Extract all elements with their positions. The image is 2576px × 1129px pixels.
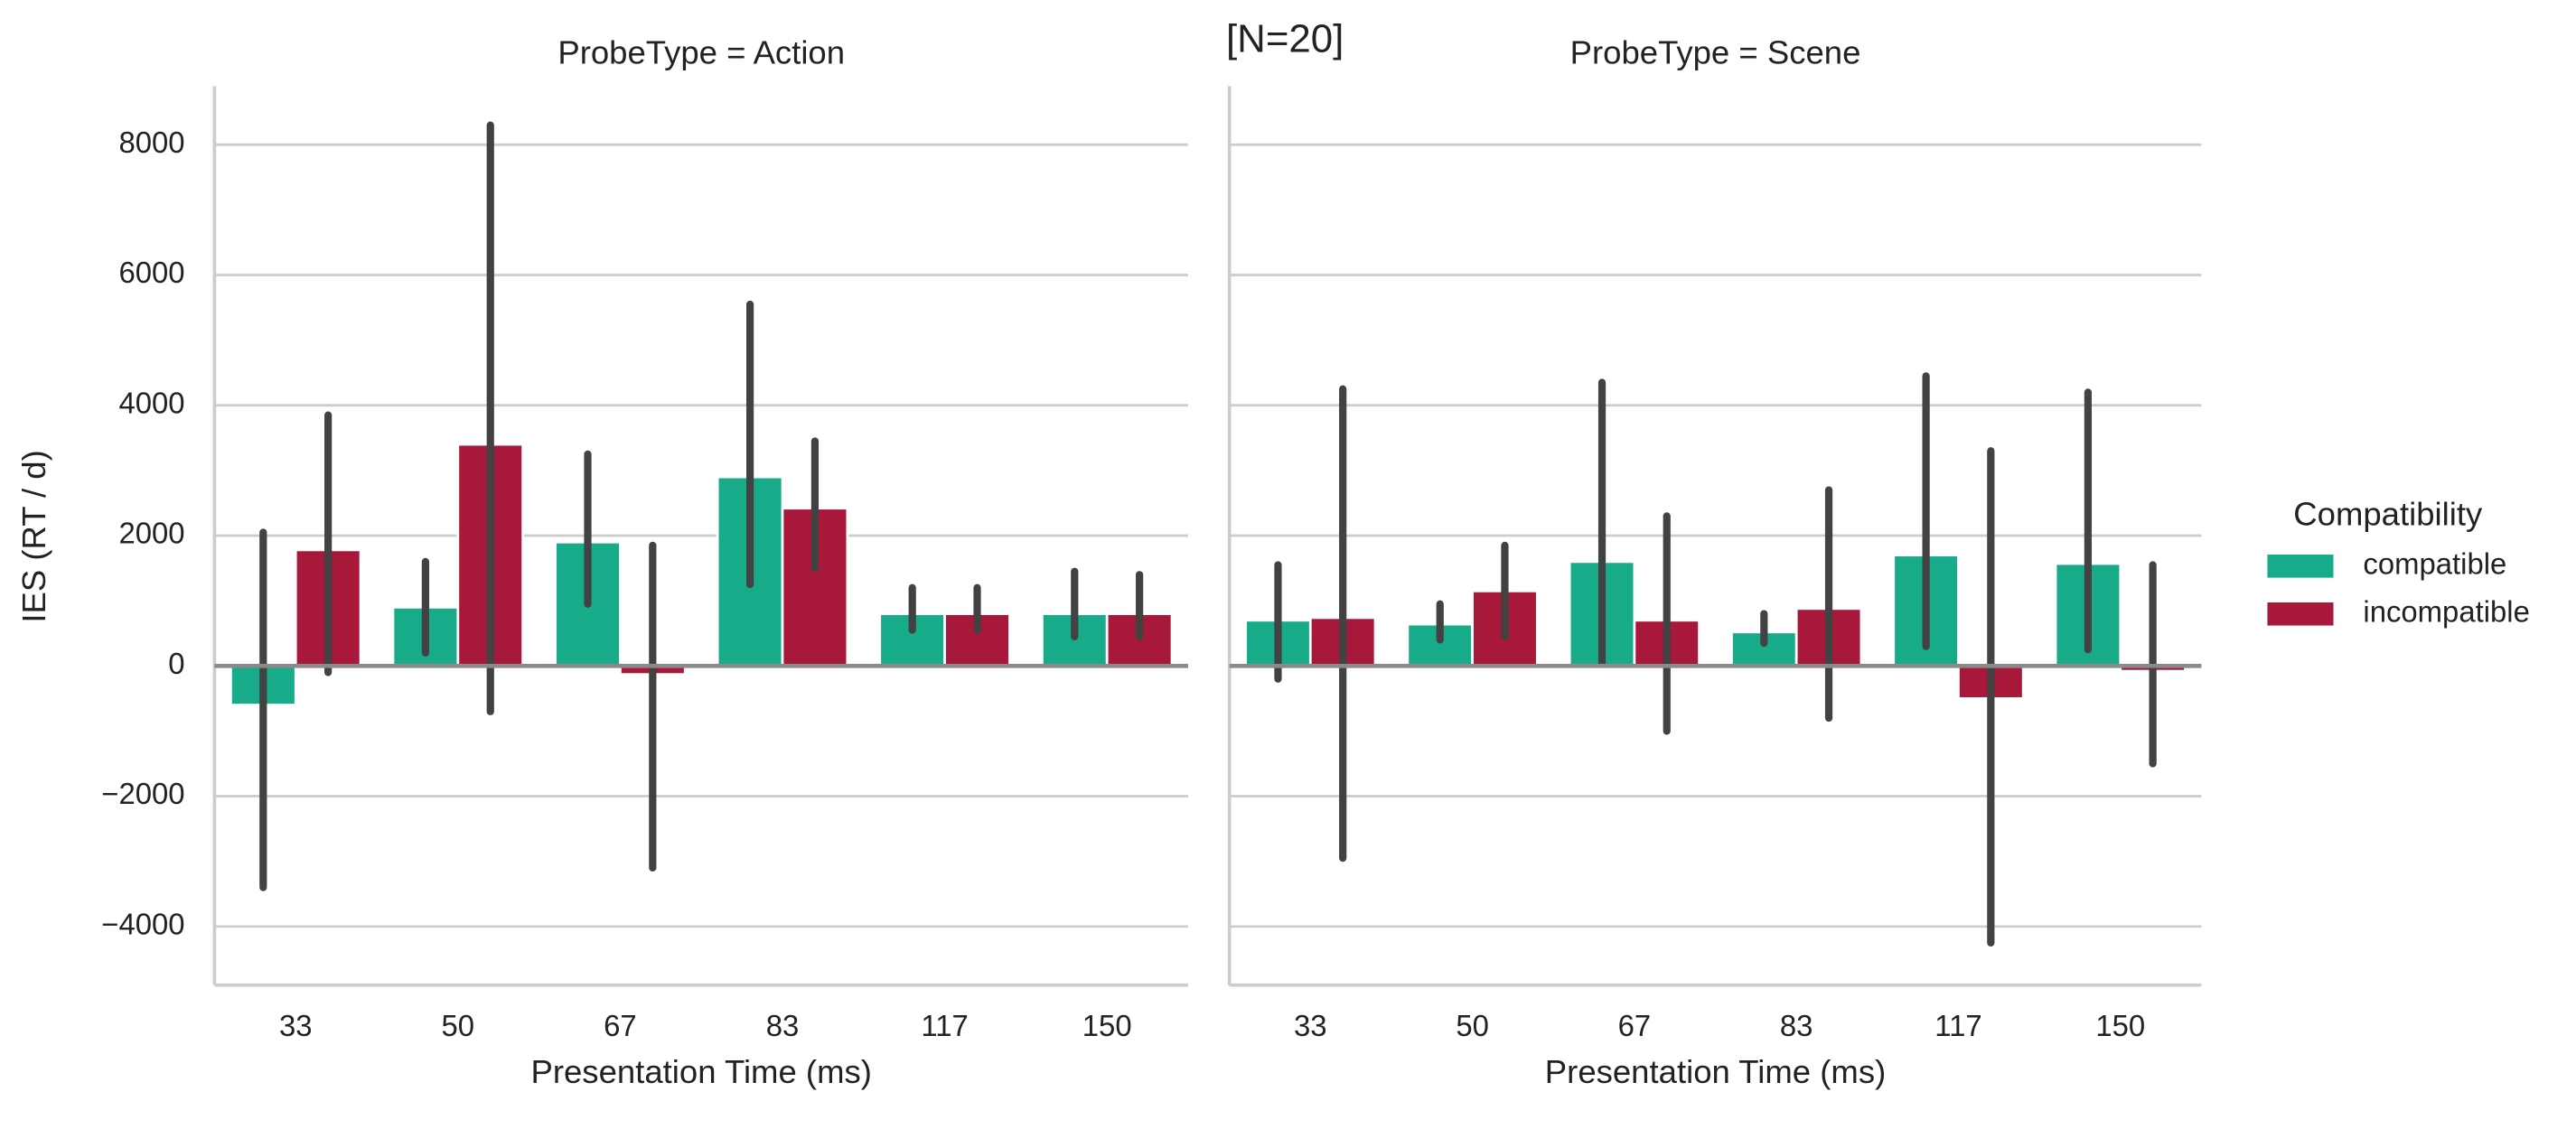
y-tick-label: 4000: [118, 386, 184, 419]
legend-title: Compatibility: [2293, 496, 2483, 533]
legend-label: compatible: [2363, 547, 2506, 581]
x-tick-label: 50: [1456, 1009, 1489, 1042]
x-tick-label: 150: [1082, 1009, 1132, 1042]
panel-title: ProbeType = Scene: [1570, 33, 1861, 70]
x-tick-label: 50: [442, 1009, 475, 1042]
x-tick-label: 150: [2095, 1009, 2145, 1042]
x-tick-label: 117: [921, 1009, 968, 1042]
y-tick-label: −4000: [101, 908, 184, 941]
y-tick-label: −2000: [101, 777, 184, 810]
x-tick-label: 67: [604, 1009, 637, 1042]
x-tick-label: 33: [1294, 1009, 1327, 1042]
legend-label: incompatible: [2363, 594, 2529, 628]
y-tick-label: 8000: [118, 126, 184, 159]
y-tick-label: 0: [168, 647, 184, 680]
x-tick-label: 67: [1618, 1009, 1652, 1042]
legend-swatch: [2267, 555, 2334, 578]
x-tick-label: 83: [766, 1009, 800, 1042]
x-axis-label: Presentation Time (ms): [530, 1053, 871, 1090]
x-axis-label: Presentation Time (ms): [1545, 1053, 1886, 1090]
bar: [878, 612, 946, 667]
legend-swatch: [2267, 602, 2334, 626]
panel-title: ProbeType = Action: [557, 33, 845, 70]
annotation: [N=20]: [1226, 17, 1344, 61]
y-axis-label: IES (RT / d): [15, 450, 52, 622]
y-tick-label: 2000: [118, 517, 184, 550]
x-tick-label: 83: [1780, 1009, 1813, 1042]
x-tick-label: 117: [1934, 1009, 1981, 1042]
x-tick-label: 33: [279, 1009, 313, 1042]
y-tick-label: 6000: [118, 256, 184, 289]
